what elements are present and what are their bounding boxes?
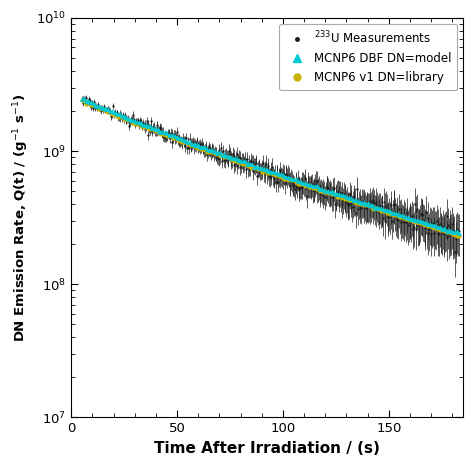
X-axis label: Time After Irradiation / (s): Time After Irradiation / (s) (154, 441, 380, 456)
Y-axis label: DN Emission Rate, Q(t) / (g$^{-1}$ s$^{-1}$): DN Emission Rate, Q(t) / (g$^{-1}$ s$^{-… (11, 93, 31, 342)
Legend: $^{233}$U Measurements, MCNP6 DBF DN=model, MCNP6 v1 DN=library: $^{233}$U Measurements, MCNP6 DBF DN=mod… (279, 24, 457, 90)
